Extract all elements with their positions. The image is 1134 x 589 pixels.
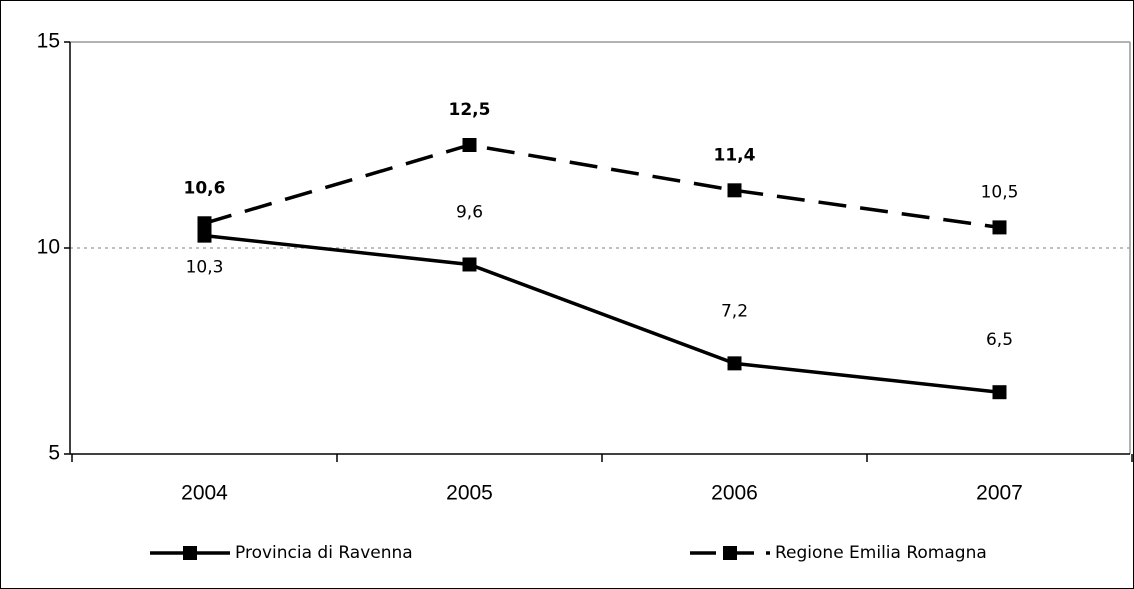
legend-label: Provincia di Ravenna	[235, 543, 413, 563]
x-tick-label: 2007	[976, 482, 1023, 505]
point-marker	[992, 220, 1007, 235]
x-tick-label: 2005	[446, 482, 493, 505]
value-label: 6,5	[986, 330, 1013, 350]
legend-marker	[183, 546, 197, 560]
series-line	[204, 143, 1000, 230]
y-tick-label: 5	[48, 442, 60, 465]
series-line	[204, 233, 1000, 394]
point-marker	[727, 356, 742, 371]
legend-label: Regione Emilia Romagna	[775, 543, 987, 563]
point-marker	[992, 385, 1007, 400]
point-marker	[197, 228, 212, 243]
value-label: 10,3	[186, 258, 224, 278]
point-marker	[462, 138, 477, 152]
value-label: 12,5	[449, 100, 491, 120]
y-tick-label: 15	[37, 30, 60, 53]
x-tick-label: 2006	[711, 482, 758, 505]
y-tick-label: 10	[37, 236, 60, 259]
point-marker	[462, 257, 477, 272]
value-label: 7,2	[721, 301, 748, 321]
value-label: 10,5	[981, 182, 1019, 202]
value-label: 9,6	[456, 202, 483, 222]
x-tick-label: 2004	[181, 482, 228, 505]
value-label: 10,6	[184, 178, 226, 198]
point-marker	[727, 183, 742, 198]
value-label: 11,4	[714, 145, 756, 165]
legend-marker	[723, 546, 737, 560]
point-marker	[197, 216, 212, 231]
